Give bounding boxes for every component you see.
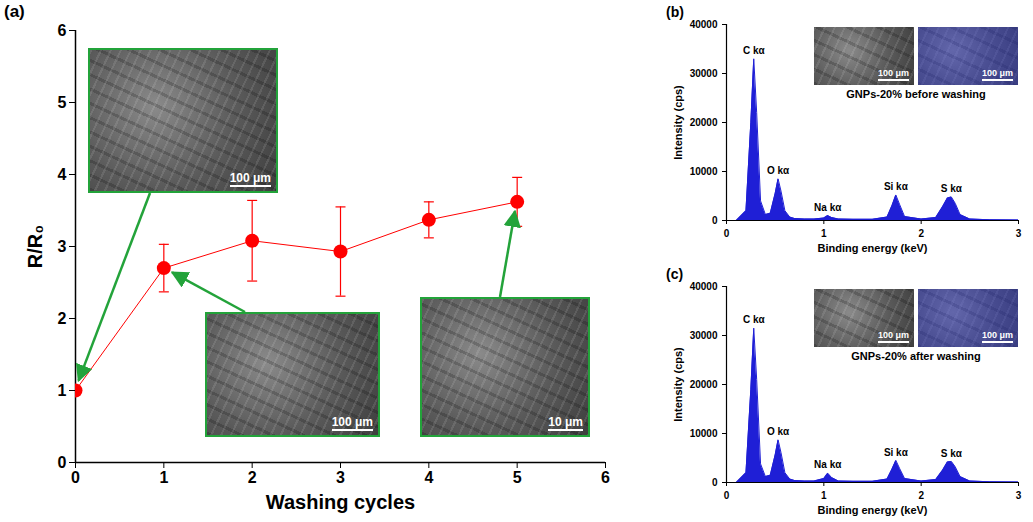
svg-text:Binding energy (keV): Binding energy (keV): [817, 242, 927, 254]
svg-text:6: 6: [58, 22, 67, 39]
html-text:100 μm: 100 μm: [878, 68, 909, 79]
svg-text:3: 3: [58, 238, 67, 255]
svg-text:O kα: O kα: [767, 426, 790, 437]
svg-text:10000: 10000: [690, 428, 718, 439]
svg-text:O kα: O kα: [767, 165, 790, 176]
svg-text:C kα: C kα: [743, 45, 766, 56]
svg-text:5: 5: [58, 94, 67, 111]
svg-text:40000: 40000: [690, 281, 718, 292]
svg-text:40000: 40000: [690, 19, 718, 30]
svg-text:6: 6: [601, 469, 610, 486]
html-text:10 μm: 10 μm: [548, 414, 583, 429]
html-text:(b): (b): [666, 4, 684, 20]
svg-text:4: 4: [424, 469, 433, 486]
svg-text:5: 5: [513, 469, 522, 486]
svg-text:0: 0: [712, 215, 718, 226]
svg-text:3: 3: [336, 469, 345, 486]
svg-text:30000: 30000: [690, 330, 718, 341]
svg-text:10000: 10000: [690, 166, 718, 177]
svg-text:1: 1: [159, 469, 168, 486]
html-text:100 μm: 100 μm: [229, 170, 271, 185]
svg-text:Intensity (cps): Intensity (cps): [672, 347, 684, 422]
svg-text:Intensity (cps): Intensity (cps): [672, 85, 684, 160]
svg-text:30000: 30000: [690, 68, 718, 79]
html-text:GNPs-20% before washing: GNPs-20% before washing: [846, 88, 986, 100]
html-text:GNPs-20% after washing: GNPs-20% after washing: [851, 350, 981, 362]
html-text:100 μm: 100 μm: [982, 330, 1013, 341]
svg-text:Si kα: Si kα: [884, 447, 909, 458]
svg-text:2: 2: [248, 469, 257, 486]
svg-text:C kα: C kα: [743, 314, 766, 325]
svg-text:0: 0: [724, 228, 730, 239]
svg-text:Na kα: Na kα: [814, 202, 842, 213]
svg-text:R/R₀: R/R₀: [24, 225, 46, 268]
svg-text:3: 3: [1016, 228, 1022, 239]
svg-text:0: 0: [724, 490, 730, 501]
svg-text:S kα: S kα: [941, 183, 963, 194]
html-text:100 μm: 100 μm: [331, 414, 373, 429]
svg-text:20000: 20000: [690, 379, 718, 390]
html-text:(c): (c): [666, 266, 684, 282]
html-text:100 μm: 100 μm: [982, 68, 1013, 79]
svg-text:2: 2: [918, 490, 924, 501]
svg-text:0: 0: [71, 469, 80, 486]
svg-text:Binding energy (keV): Binding energy (keV): [817, 504, 927, 516]
html-text:100 μm: 100 μm: [878, 330, 909, 341]
svg-text:Washing cycles: Washing cycles: [266, 491, 415, 513]
svg-text:20000: 20000: [690, 117, 718, 128]
svg-text:1: 1: [821, 490, 827, 501]
svg-text:0: 0: [712, 477, 718, 488]
svg-text:2: 2: [918, 228, 924, 239]
svg-text:4: 4: [58, 166, 67, 183]
svg-text:S kα: S kα: [941, 448, 963, 459]
svg-text:0: 0: [58, 454, 67, 471]
html-text:(a): (a): [4, 2, 25, 21]
svg-text:Si kα: Si kα: [884, 181, 909, 192]
svg-text:1: 1: [821, 228, 827, 239]
svg-text:2: 2: [58, 310, 67, 327]
svg-text:3: 3: [1016, 490, 1022, 501]
svg-text:Na kα: Na kα: [814, 459, 842, 470]
svg-text:1: 1: [58, 382, 67, 399]
